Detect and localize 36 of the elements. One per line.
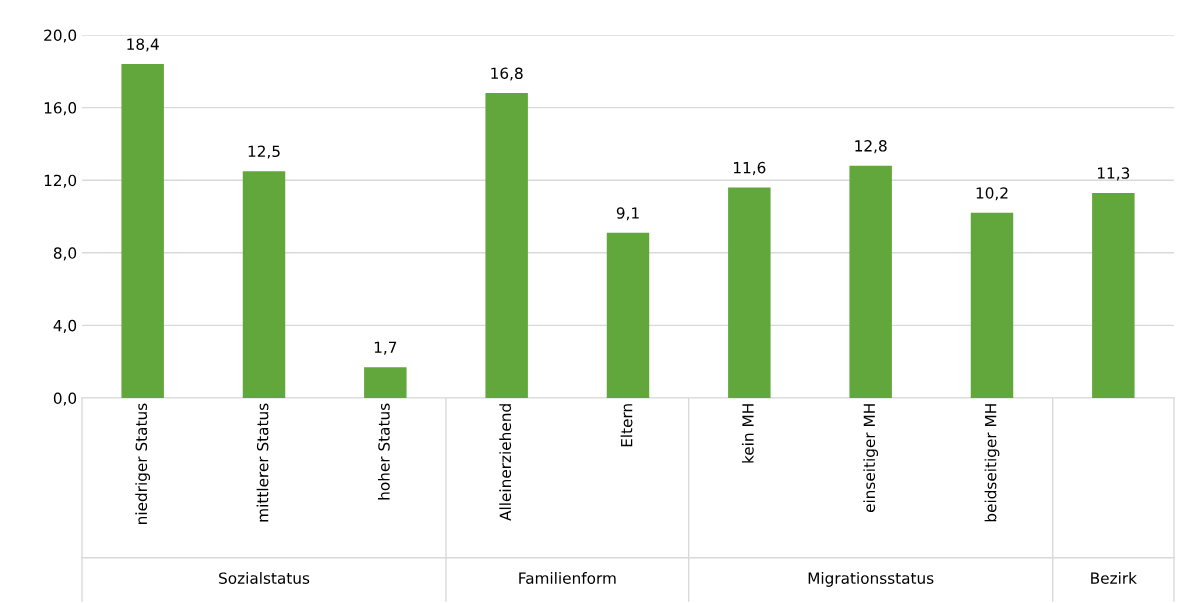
data-label: 12,8 <box>855 140 887 154</box>
x-tick-label: Eltern <box>620 404 633 447</box>
y-tick-label: 0,0 <box>53 392 77 406</box>
bar <box>364 367 407 398</box>
data-label: 10,2 <box>976 187 1008 201</box>
data-label: 9,1 <box>616 207 639 221</box>
x-tick-label: Alleinerziehend <box>499 404 512 521</box>
x-tick-label: mittlerer Status <box>256 403 269 522</box>
bar <box>970 212 1014 398</box>
y-tick-label: 8,0 <box>53 247 77 261</box>
x-tick-label: kein MH <box>741 404 754 463</box>
x-tick-label: beidseitiger MH <box>984 404 1000 522</box>
bar <box>849 165 892 398</box>
x-tick-label: hoher Status <box>377 403 390 500</box>
bar <box>1092 192 1135 398</box>
bar <box>485 93 528 398</box>
x-tick-label: einseitiger MH <box>863 404 879 513</box>
text: Migrationsstatus <box>808 572 934 587</box>
y-tick-label: 20,0 <box>44 29 77 43</box>
x-tick-label: niedriger Status <box>135 403 151 524</box>
bar <box>242 171 286 398</box>
bar <box>121 64 164 398</box>
y-tick-label: 12,0 <box>44 174 77 188</box>
text: Familienform <box>519 572 616 584</box>
text: Sozialstatus <box>219 572 310 584</box>
bar <box>606 232 650 398</box>
y-tick-label: 16,0 <box>44 102 77 116</box>
data-label: 12,5 <box>248 145 280 159</box>
y-tick-label: 4,0 <box>53 319 77 333</box>
data-label: 11,6 <box>734 161 766 175</box>
text: Bezirk <box>1091 572 1137 584</box>
data-label: 16,8 <box>491 67 523 81</box>
data-label: 11,3 <box>1098 167 1130 181</box>
data-label: 18,4 <box>127 38 159 52</box>
data-label: 1,7 <box>374 341 397 355</box>
bar <box>728 187 771 398</box>
